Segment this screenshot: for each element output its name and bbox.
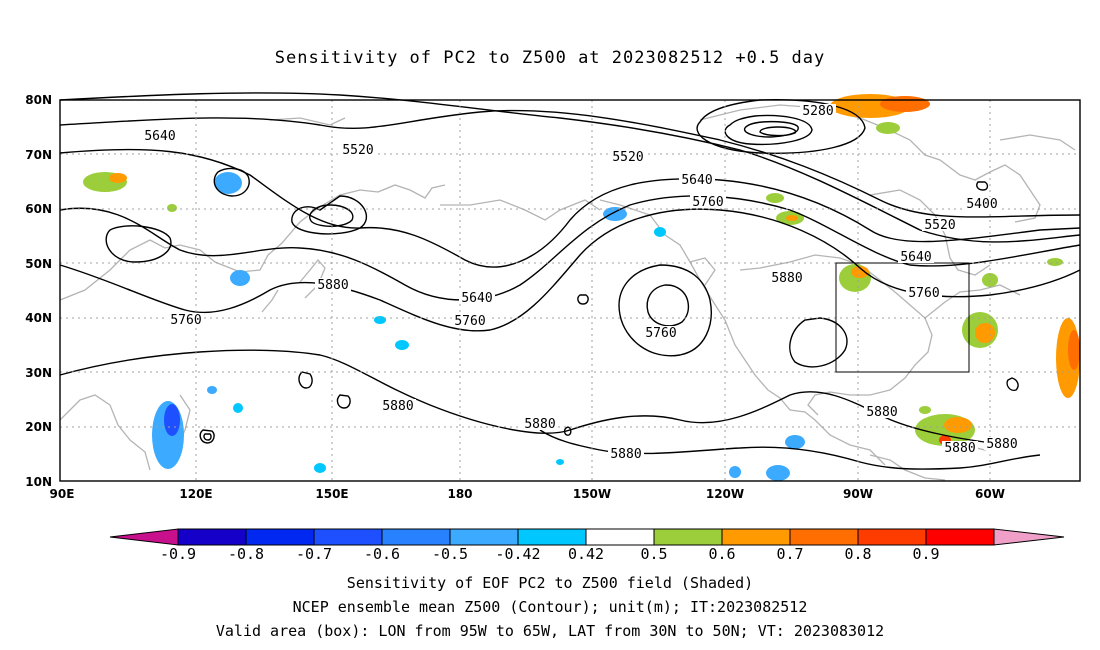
contour-label: 5640: [681, 173, 712, 188]
colorbar-label: -0.7: [296, 545, 332, 563]
longitude-label: 60W: [975, 487, 1005, 501]
page-title: Sensitivity of PC2 to Z500 at 2023082512…: [274, 48, 826, 68]
contour-label-bg: [679, 173, 715, 186]
map-frame: [59, 99, 1081, 482]
contour-label: 5880: [944, 441, 975, 456]
longitude-label: 180: [447, 487, 472, 501]
colorbar-labels: -0.9 -0.8 -0.7 -0.6 -0.5 -0.42 0.42 0.5 0.6 0.7 0.…: [160, 545, 940, 563]
latitude-label: 20N: [25, 420, 52, 434]
contour-label-bg: [964, 197, 1000, 210]
contour-label: 5880: [866, 405, 897, 420]
contour-label-bg: [898, 250, 934, 263]
colorbar-high-end: [993, 528, 1065, 546]
longitude-label: 150W: [573, 487, 611, 501]
colorbar-low-end: [109, 528, 179, 546]
contour-label: 5640: [144, 129, 175, 144]
contour-label: 5640: [900, 250, 931, 265]
contour-label-bg: [142, 129, 178, 142]
colorbar: [109, 528, 1065, 546]
colorbar-label: -0.9: [160, 545, 196, 563]
contour-label-bg: [922, 218, 958, 231]
graticule: [60, 100, 1080, 481]
contour-label: 5880: [382, 399, 413, 414]
contour-label: 5760: [454, 314, 485, 329]
colorbar-swatch: [177, 528, 247, 546]
contour-label-bg: [340, 143, 376, 156]
colorbar-label: -0.6: [364, 545, 400, 563]
colorbar-label: 0.42: [568, 545, 604, 563]
longitude-label: 90E: [50, 487, 75, 501]
colorbar-swatch: [721, 528, 791, 546]
contour-label-bg: [380, 399, 416, 412]
colorbar-label: 0.7: [776, 545, 803, 563]
contour-label: 5880: [986, 437, 1017, 452]
contour-label-bg: [608, 447, 644, 460]
contour-label: 5760: [170, 313, 201, 328]
latitude-label: 40N: [25, 311, 52, 325]
colorbar-label: 0.9: [912, 545, 939, 563]
latitude-label: 30N: [25, 366, 52, 380]
colorbar-label: 0.8: [844, 545, 871, 563]
colorbar-label: -0.8: [228, 545, 264, 563]
contour-label: 5760: [692, 195, 723, 210]
contour-label: 5760: [908, 286, 939, 301]
colorbar-swatch: [585, 528, 655, 546]
contour-label-bg: [906, 286, 942, 299]
contour-label-bg: [459, 291, 495, 304]
colorbar-swatch: [857, 528, 927, 546]
contour-label-bg: [690, 195, 726, 208]
colorbar-swatch: [653, 528, 723, 546]
colorbar-swatch: [789, 528, 859, 546]
contour-label-bg: [610, 150, 646, 163]
contour-label-bg: [315, 278, 351, 291]
latitude-label: 80N: [25, 93, 52, 107]
latitude-label: 50N: [25, 257, 52, 271]
caption-line-1: Sensitivity of EOF PC2 to Z500 field (Sh…: [346, 574, 754, 592]
contour-labels: 5280 5640 5520 5520 5640 5760 5400 5520 5640 5880…: [142, 104, 1020, 462]
contour-label: 5640: [461, 291, 492, 306]
contour-label: 5760: [645, 326, 676, 341]
longitude-label: 150E: [315, 487, 348, 501]
contour-label-bg: [864, 405, 900, 418]
z500-contours: [59, 92, 1081, 470]
contour-label-bg: [452, 314, 488, 327]
latitude-label: 60N: [25, 202, 52, 216]
caption-line-2: NCEP ensemble mean Z500 (Contour); unit(…: [292, 598, 808, 616]
colorbar-swatch: [381, 528, 451, 546]
contour-label: 5520: [612, 150, 643, 165]
longitude-label: 120E: [179, 487, 212, 501]
colorbar-swatch: [245, 528, 315, 546]
contour-label-bg: [168, 313, 204, 326]
colorbar-label: -0.42: [495, 545, 540, 563]
colorbar-swatch: [313, 528, 383, 546]
contour-label-bg: [942, 441, 978, 454]
longitude-label: 90W: [843, 487, 873, 501]
colorbar-swatch: [449, 528, 519, 546]
colorbar-label: 0.5: [640, 545, 667, 563]
colorbar-label: 0.6: [708, 545, 735, 563]
contour-label-bg: [522, 417, 558, 430]
contour-label: 5280: [802, 104, 833, 119]
longitude-label: 120W: [706, 487, 744, 501]
latitude-label: 10N: [25, 475, 52, 489]
contour-label: 5400: [966, 197, 997, 212]
contour-label-bg: [984, 437, 1020, 450]
caption-line-3: Valid area (box): LON from 95W to 65W, L…: [215, 622, 885, 640]
latitude-labels: 80N 70N 60N 50N 40N 30N 20N 10N: [25, 93, 52, 489]
contour-label-bg: [643, 326, 679, 339]
contour-label-bg: [800, 104, 836, 117]
contour-label-bg: [769, 271, 805, 284]
latitude-label: 70N: [25, 148, 52, 162]
colorbar-label: -0.5: [432, 545, 468, 563]
colorbar-swatch: [517, 528, 587, 546]
contour-label: 5880: [771, 271, 802, 286]
contour-label: 5880: [317, 278, 348, 293]
contour-label: 5520: [342, 143, 373, 158]
colorbar-swatch: [925, 528, 995, 546]
longitude-labels: 90E 120E 150E 180 150W 120W 90W 60W: [50, 487, 1005, 501]
contour-label: 5880: [524, 417, 555, 432]
contour-label: 5880: [610, 447, 641, 462]
contour-label: 5520: [924, 218, 955, 233]
